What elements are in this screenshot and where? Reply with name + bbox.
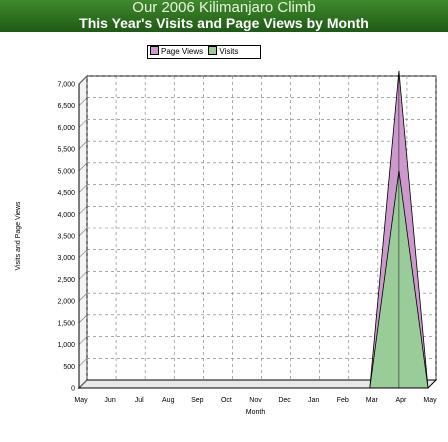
chart-title: Our 2006 Kilimanjaro Climb: [132, 0, 316, 16]
y-tick-label: 0: [71, 386, 75, 393]
x-tick-label: Nov: [249, 397, 262, 404]
gridline-wall: [78, 75, 88, 85]
x-tick-label: Oct: [221, 397, 232, 404]
gridline-wall: [78, 119, 88, 128]
x-tick-label: Apr: [395, 397, 407, 404]
gridline-wall: [78, 379, 88, 389]
x-tick-label: Aug: [162, 397, 175, 404]
gridline-wall: [78, 271, 88, 280]
x-tick-label: Sep: [191, 397, 204, 404]
gridline-wall: [78, 140, 88, 150]
x-tick-label: Mar: [366, 397, 379, 404]
x-tick-label: Jun: [104, 397, 115, 404]
legend-label-page-views: Page Views: [161, 47, 204, 56]
legend: Page Views Visits: [147, 45, 261, 59]
x-tick-label: Jul: [135, 397, 144, 404]
gridline-wall: [78, 184, 88, 193]
y-axis-title: Visits and Page Views: [15, 201, 22, 271]
y-tick-label: 3,500: [57, 234, 75, 241]
legend-label-visits: Visits: [219, 47, 239, 56]
y-tick-label: 7,000: [57, 82, 75, 89]
gridline-wall: [78, 206, 88, 215]
gridline-wall: [78, 249, 88, 258]
x-tick-label: May: [423, 397, 437, 404]
y-tick-label: 5,500: [57, 147, 75, 154]
y-tick-label: 6,500: [57, 103, 75, 110]
y-tick-label: 2,500: [57, 277, 75, 284]
gridline-wall: [78, 292, 88, 302]
gridline-wall: [78, 227, 88, 237]
y-tick-label: 3,000: [57, 255, 75, 262]
legend-swatch-page-views: [150, 46, 159, 55]
gridline-wall: [78, 358, 88, 367]
gridline-wall: [78, 314, 88, 324]
gridline-wall: [78, 162, 88, 172]
title-banner: Our 2006 Kilimanjaro Climb This Year's V…: [0, 0, 448, 32]
y-tick-label: 6,000: [57, 125, 75, 132]
gridline-wall: [78, 336, 88, 345]
legend-swatch-visits: [208, 46, 218, 55]
x-tick-label: Dec: [278, 397, 291, 404]
y-tick-label: 4,000: [57, 212, 75, 219]
x-tick-label: Feb: [337, 397, 349, 404]
y-tick-label: 500: [63, 364, 75, 371]
x-tick-label: May: [74, 397, 88, 404]
chart-subtitle: This Year's Visits and Page Views by Mon…: [79, 15, 369, 31]
y-tick-label: 2,000: [57, 299, 75, 306]
legend-item-visits: Visits: [208, 46, 239, 56]
x-tick-label: Jan: [308, 397, 319, 404]
x-axis-title: Month: [246, 409, 266, 416]
y-tick-label: 1,500: [57, 320, 75, 327]
y-tick-label: 1,000: [57, 342, 75, 349]
y-tick-label: 4,500: [57, 190, 75, 197]
y-tick-label: 5,000: [57, 168, 75, 175]
legend-item-page-views: Page Views: [150, 46, 204, 56]
gridline-wall: [78, 97, 88, 106]
